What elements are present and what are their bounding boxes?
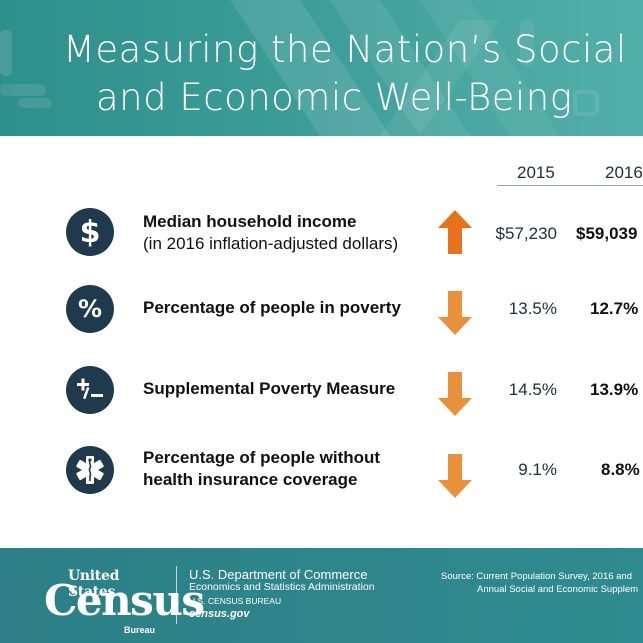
census-gov-link[interactable]: census.gov (189, 608, 250, 620)
footer: United States Census Bureau U.S. Departm… (0, 548, 643, 643)
arrow-up-icon (438, 210, 472, 254)
value-2016: 13.9% (590, 380, 639, 399)
value-2016: 8.8% (601, 460, 640, 479)
row-label: Supplemental Poverty Measure (143, 378, 395, 400)
row-label-main: Supplemental Poverty Measure (143, 379, 396, 398)
percent-icon: % (66, 285, 114, 333)
value-2016: $59,039 (576, 224, 638, 243)
row-label: Percentage of people in poverty (143, 297, 401, 319)
header-banner: Measuring the Nation’s Social and Econom… (0, 0, 643, 136)
dept-line-3: U.S. CENSUS BUREAU (189, 596, 282, 606)
row-label-main: Percentage of people in poverty (143, 298, 401, 317)
page-title: Measuring the Nation’s Social and Econom… (0, 26, 643, 122)
value-2015: 13.5% (508, 299, 557, 318)
value-2015: $57,230 (495, 224, 557, 243)
logo-census: Census (44, 576, 205, 625)
title-line-2: and Economic Well-Being (96, 76, 573, 119)
logo-bureau: Bureau (124, 625, 156, 635)
banner-decoration (0, 0, 599, 136)
row-label-sub: (in 2016 inflation-adjusted dollars) (143, 234, 399, 253)
medical-star-icon (66, 446, 114, 494)
arrow-down-icon (438, 454, 472, 498)
plus-minus-icon (66, 366, 114, 414)
value-2015: 14.5% (508, 380, 557, 399)
footer-divider (176, 566, 177, 624)
title-line-1: Measuring the Nation’s Social (63, 28, 627, 71)
row-label: Percentage of people without health insu… (143, 447, 380, 491)
column-header-2016: 2016 (605, 163, 643, 182)
value-2015: 9.1% (518, 460, 557, 479)
arrow-down-icon (438, 291, 472, 335)
row-label-sub: health insurance coverage (143, 470, 358, 489)
column-header-2015: 2015 (517, 163, 555, 182)
source-line-2: Annual Social and Economic Supplem (477, 584, 639, 595)
dept-line-1: U.S. Department of Commerce (189, 567, 368, 582)
dept-line-2: Economics and Statistics Administration (189, 581, 375, 593)
source-line-1: Source: Current Population Survey, 2016 … (441, 571, 632, 582)
logo-united-states: United States (68, 568, 120, 600)
arrow-down-icon (438, 372, 472, 416)
header-rule (497, 185, 643, 186)
dollar-icon: $ (66, 208, 114, 256)
row-label: Median household income (in 2016 inflati… (143, 211, 398, 255)
value-2016: 12.7% (590, 299, 639, 318)
source-note: Source: Current Population Survey, 2016 … (441, 570, 638, 596)
department-info: U.S. Department of Commerce Economics an… (189, 568, 375, 621)
row-label-main: Median household income (143, 212, 357, 231)
row-label-main: Percentage of people without (143, 448, 381, 467)
